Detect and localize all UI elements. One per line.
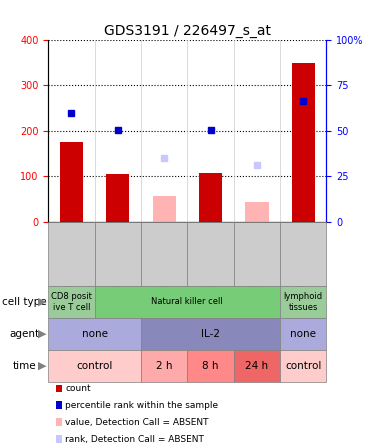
Text: ▶: ▶ [38, 329, 46, 339]
Text: Natural killer cell: Natural killer cell [151, 297, 223, 306]
Text: value, Detection Call = ABSENT: value, Detection Call = ABSENT [65, 418, 209, 427]
Text: 8 h: 8 h [202, 361, 219, 371]
Bar [245, 202, 269, 222]
Text: percentile rank within the sample: percentile rank within the sample [65, 401, 219, 410]
Text: GSM198942: GSM198942 [113, 228, 123, 287]
Text: lymphoid
tissues: lymphoid tissues [284, 292, 323, 312]
Text: GSM198945: GSM198945 [252, 228, 262, 287]
Bar [152, 196, 176, 222]
Text: agent: agent [9, 329, 39, 339]
Text: CD8 posit
ive T cell: CD8 posit ive T cell [51, 292, 92, 312]
Text: count: count [65, 384, 91, 393]
Text: ▶: ▶ [38, 297, 46, 307]
Text: ▶: ▶ [38, 361, 46, 371]
Text: 24 h: 24 h [245, 361, 269, 371]
Title: GDS3191 / 226497_s_at: GDS3191 / 226497_s_at [104, 24, 271, 38]
Text: control: control [76, 361, 113, 371]
Text: rank, Detection Call = ABSENT: rank, Detection Call = ABSENT [65, 435, 204, 444]
Text: GSM198943: GSM198943 [159, 228, 169, 287]
Text: time: time [12, 361, 36, 371]
Text: GSM198958: GSM198958 [66, 228, 76, 287]
Text: none: none [82, 329, 108, 339]
Text: none: none [290, 329, 316, 339]
Bar [106, 174, 129, 222]
Bar [60, 142, 83, 222]
Text: IL-2: IL-2 [201, 329, 220, 339]
Bar [292, 63, 315, 222]
Text: GSM198959: GSM198959 [298, 228, 308, 287]
Text: 2 h: 2 h [156, 361, 173, 371]
Text: control: control [285, 361, 322, 371]
Text: GSM198944: GSM198944 [206, 228, 216, 287]
Text: cell type: cell type [2, 297, 46, 307]
Bar [199, 173, 222, 222]
